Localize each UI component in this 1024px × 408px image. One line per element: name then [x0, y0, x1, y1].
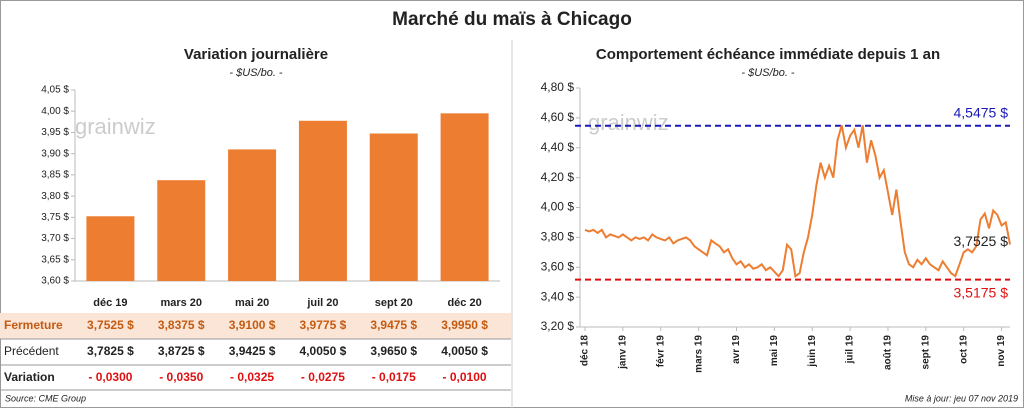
y-tick-label: 4,05 $	[41, 85, 69, 96]
x-tick-label: janv 19	[618, 335, 629, 370]
table-cell: 3,9475 $	[370, 318, 417, 332]
table-cell: 4,0050 $	[300, 344, 347, 358]
x-tick-label: nov 19	[996, 335, 1007, 367]
table-cell: - 0,0275	[301, 370, 345, 384]
x-tick-label: mars 20	[160, 297, 202, 309]
x-tick-label: déc 20	[447, 297, 481, 309]
x-tick-label: mai 20	[235, 297, 269, 309]
table-cell: 3,9650 $	[370, 344, 417, 358]
y-tick-label: 3,65 $	[41, 254, 69, 265]
bar	[86, 216, 135, 281]
y-tick-label: 4,00 $	[41, 106, 69, 117]
end-label: 3,7525 $	[954, 233, 1009, 249]
y-tick-label: 4,20 $	[541, 170, 575, 184]
y-tick-label: 3,80 $	[41, 191, 69, 202]
y-tick-label: 4,60 $	[541, 110, 575, 124]
table-cell: - 0,0350	[159, 370, 203, 384]
table-cell: - 0,0175	[372, 370, 416, 384]
y-tick-label: 3,40 $	[541, 289, 575, 303]
y-tick-label: 4,80 $	[541, 80, 575, 94]
table-cell: 3,8725 $	[158, 344, 205, 358]
row-header: Variation	[4, 370, 55, 384]
x-tick-label: sept 19	[920, 335, 931, 370]
reference-label: 3,5175 $	[954, 284, 1009, 300]
y-tick-label: 4,40 $	[541, 140, 575, 154]
table-cell: 3,8375 $	[158, 318, 205, 332]
chart-subtitle: - $US/bo. -	[741, 67, 795, 79]
y-tick-label: 3,95 $	[41, 127, 69, 138]
x-tick-label: déc 18	[580, 335, 591, 367]
bar	[298, 120, 347, 282]
bar	[228, 149, 277, 281]
y-tick-label: 3,85 $	[41, 170, 69, 181]
page-title: Marché du maïs à Chicago	[392, 9, 632, 30]
x-tick-label: déc 19	[93, 297, 127, 309]
x-tick-label: juil 19	[845, 335, 856, 365]
y-tick-label: 3,90 $	[41, 148, 69, 159]
chart-subtitle: - $US/bo. -	[229, 67, 283, 79]
table-cell: 3,9950 $	[441, 318, 488, 332]
table-cell: 3,9425 $	[229, 344, 276, 358]
x-tick-label: avr 19	[731, 335, 742, 364]
bar	[440, 113, 489, 281]
x-tick-label: mars 19	[693, 335, 704, 373]
reference-label: 4,5475 $	[954, 104, 1009, 120]
x-tick-label: juil 20	[306, 297, 338, 309]
source: Source: CME Group	[5, 393, 86, 403]
x-tick-label: sept 20	[375, 297, 413, 309]
y-tick-label: 3,70 $	[41, 233, 69, 244]
watermark: grainwiz	[588, 110, 669, 135]
x-tick-label: août 19	[883, 335, 894, 370]
x-tick-label: mai 19	[769, 335, 780, 367]
watermark: grainwiz	[75, 114, 156, 139]
row-header: Fermeture	[4, 318, 63, 332]
table-cell: 3,7525 $	[87, 318, 134, 332]
table-cell: 3,7825 $	[87, 344, 134, 358]
x-tick-label: juin 19	[807, 335, 818, 368]
bar	[369, 133, 418, 281]
price-line	[584, 125, 1011, 278]
chart-title: Variation journalière	[184, 46, 328, 63]
table-cell: - 0,0100	[443, 370, 487, 384]
row-highlight	[0, 313, 511, 339]
y-tick-label: 3,60 $	[41, 276, 69, 287]
row-header: Précédent	[4, 344, 59, 358]
y-tick-label: 3,75 $	[41, 212, 69, 223]
table-cell: - 0,0325	[230, 370, 274, 384]
table-cell: - 0,0300	[88, 370, 132, 384]
x-tick-label: oct 19	[958, 335, 969, 364]
table-cell: 3,9775 $	[300, 318, 347, 332]
table-cell: 4,0050 $	[441, 344, 488, 358]
table-cell: 3,9100 $	[229, 318, 276, 332]
chart-title: Comportement échéance immédiate depuis 1…	[596, 46, 940, 63]
x-tick-label: févr 19	[655, 335, 666, 368]
y-tick-label: 4,00 $	[541, 200, 575, 214]
y-tick-label: 3,80 $	[541, 230, 575, 244]
y-tick-label: 3,20 $	[541, 319, 575, 333]
bar	[157, 180, 206, 281]
y-tick-label: 3,60 $	[541, 259, 575, 273]
updated: Mise à jour: jeu 07 nov 2019	[905, 393, 1018, 403]
